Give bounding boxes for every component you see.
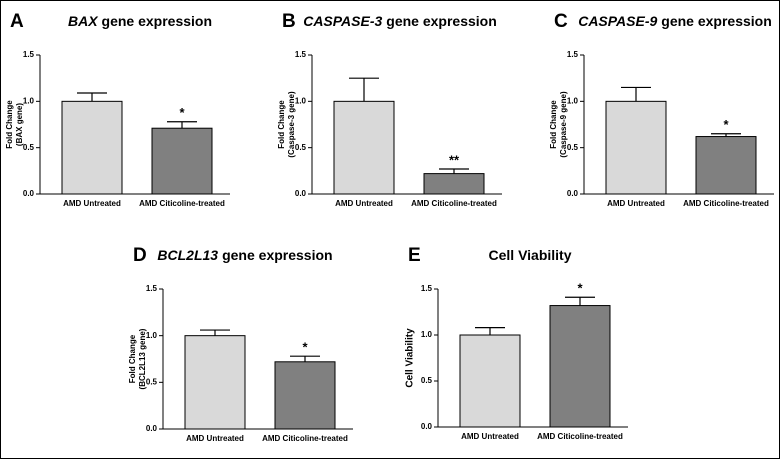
bar — [61, 100, 123, 195]
significance-label: * — [302, 340, 308, 355]
y-tick-label: 0.0 — [146, 424, 158, 433]
y-tick-label: 0.0 — [23, 189, 35, 198]
x-tick-label: AMD Untreated — [335, 199, 393, 208]
panel-title: CASPASE-3 gene expression — [303, 13, 497, 29]
title-gene: CASPASE-3 — [303, 13, 382, 29]
y-axis-label: (Caspase-3 gene) — [287, 91, 296, 158]
y-tick-label: 0.5 — [421, 376, 433, 385]
x-tick-label: AMD Citicoline-treated — [262, 434, 348, 443]
panel-title: BAX gene expression — [68, 13, 212, 29]
bar — [605, 100, 667, 195]
panel: C CASPASE-9 gene expression 0.0 0.5 1.0 1.5 Fol… — [549, 11, 774, 208]
panel-letter: C — [554, 11, 568, 32]
y-tick-label: 0.0 — [567, 189, 579, 198]
x-tick-label: AMD Untreated — [186, 434, 244, 443]
x-tick-label: AMD Citicoline-treated — [537, 432, 623, 441]
y-axis-label: Cell Viability — [405, 328, 416, 388]
y-tick-label: 0.0 — [421, 422, 433, 431]
y-tick-label: 1.5 — [146, 284, 158, 293]
panel: E Cell Viability 0.0 0.5 1.0 1.5 Cell Viabilit… — [405, 245, 628, 441]
y-tick-label: 0.5 — [146, 377, 158, 386]
y-tick-label: 0.5 — [567, 143, 579, 152]
title-gene: BCL2L13 — [157, 247, 218, 263]
y-axis-label: Fold Change — [277, 100, 286, 149]
y-tick-label: 1.5 — [295, 50, 307, 59]
title-text: gene expression — [661, 13, 772, 29]
y-tick-label: 0.5 — [295, 143, 307, 152]
bar — [549, 305, 611, 428]
y-tick-label: 0.5 — [23, 143, 35, 152]
panel-letter: D — [133, 245, 147, 266]
y-axis-label: (Caspase-9 gene) — [559, 91, 568, 158]
title-text: Cell Viability — [489, 247, 572, 263]
title-gene: BAX — [68, 13, 99, 29]
bar — [459, 334, 521, 428]
y-tick-label: 0.0 — [295, 189, 307, 198]
y-axis-label: Fold Change — [128, 334, 137, 383]
panel-title: BCL2L13 gene expression — [157, 247, 332, 263]
y-axis-label: Fold Change — [549, 100, 558, 149]
y-tick-label: 1.5 — [567, 50, 579, 59]
y-axis-label: Fold Change — [5, 100, 14, 149]
significance-label: * — [577, 281, 583, 296]
bar — [274, 361, 336, 430]
panel-title: CASPASE-9 gene expression — [578, 13, 772, 29]
y-tick-label: 1.0 — [295, 96, 307, 105]
bar — [333, 100, 395, 195]
y-tick-label: 1.0 — [567, 96, 579, 105]
x-tick-label: AMD Untreated — [63, 199, 121, 208]
x-tick-label: AMD Untreated — [607, 199, 665, 208]
bar — [695, 136, 757, 195]
bar — [184, 335, 246, 430]
title-text: gene expression — [102, 13, 213, 29]
y-tick-label: 1.0 — [23, 96, 35, 105]
y-tick-label: 1.5 — [421, 284, 433, 293]
y-axis-label: (BCL2L13 gene) — [138, 328, 147, 389]
x-tick-label: AMD Untreated — [461, 432, 519, 441]
panel-letter: A — [10, 11, 24, 32]
panel: A BAX gene expression 0.0 0.5 1.0 1.5 Fold Chan… — [5, 11, 230, 208]
y-axis-label: (BAX gene) — [15, 103, 24, 146]
y-tick-label: 1.0 — [421, 330, 433, 339]
bar — [151, 127, 213, 195]
x-tick-label: AMD Citicoline-treated — [139, 199, 225, 208]
panel: D BCL2L13 gene expression 0.0 0.5 1.0 1.5 Fold … — [128, 245, 353, 443]
x-tick-label: AMD Citicoline-treated — [683, 199, 769, 208]
significance-label: ** — [449, 152, 460, 167]
significance-label: * — [179, 105, 185, 120]
title-gene: CASPASE-9 — [578, 13, 657, 29]
panel-letter: E — [408, 245, 421, 266]
panel-title: Cell Viability — [489, 247, 572, 263]
panel-letter: B — [282, 11, 296, 32]
significance-label: * — [723, 117, 729, 132]
title-text: gene expression — [386, 13, 497, 29]
x-tick-label: AMD Citicoline-treated — [411, 199, 497, 208]
y-tick-label: 1.0 — [146, 331, 158, 340]
y-tick-label: 1.5 — [23, 50, 35, 59]
title-text: gene expression — [222, 247, 333, 263]
panel: B CASPASE-3 gene expression 0.0 0.5 1.0 1.5 Fol… — [277, 11, 502, 208]
bar — [423, 173, 485, 195]
